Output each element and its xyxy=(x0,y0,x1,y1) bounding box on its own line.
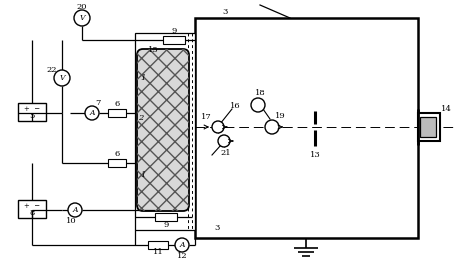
Circle shape xyxy=(74,10,90,26)
Bar xyxy=(148,241,168,249)
Bar xyxy=(195,18,418,238)
Bar xyxy=(108,159,126,167)
Text: 1: 1 xyxy=(140,171,146,179)
Text: 1: 1 xyxy=(140,74,146,82)
Text: V: V xyxy=(59,74,65,82)
Circle shape xyxy=(68,203,82,217)
Text: A: A xyxy=(179,241,185,249)
Text: 15: 15 xyxy=(147,46,158,54)
Text: 9: 9 xyxy=(171,27,177,35)
Text: 6: 6 xyxy=(114,150,119,158)
Text: 2: 2 xyxy=(138,114,144,122)
Text: +  −: + − xyxy=(24,202,40,210)
Text: 22: 22 xyxy=(47,66,57,74)
Text: 6: 6 xyxy=(114,100,119,108)
Text: 11: 11 xyxy=(153,248,164,256)
Text: 19: 19 xyxy=(274,112,285,120)
Text: 3: 3 xyxy=(222,8,228,16)
Text: 16: 16 xyxy=(230,102,240,110)
Text: 18: 18 xyxy=(255,89,265,97)
Text: 9: 9 xyxy=(164,221,169,229)
Bar xyxy=(155,213,177,221)
Bar xyxy=(418,113,440,141)
Bar xyxy=(18,103,46,121)
Circle shape xyxy=(212,121,224,133)
Circle shape xyxy=(85,106,99,120)
Text: 10: 10 xyxy=(66,217,76,225)
Text: A: A xyxy=(72,206,78,214)
Bar xyxy=(18,200,46,218)
Text: 12: 12 xyxy=(177,252,187,260)
Bar xyxy=(420,117,436,137)
Text: 20: 20 xyxy=(77,3,87,11)
Text: +  −: + − xyxy=(24,105,40,113)
Text: 13: 13 xyxy=(310,151,320,159)
Text: 21: 21 xyxy=(221,149,231,157)
Bar xyxy=(108,109,126,117)
Circle shape xyxy=(175,238,189,252)
Text: 17: 17 xyxy=(201,113,211,121)
Circle shape xyxy=(251,98,265,112)
FancyBboxPatch shape xyxy=(137,49,189,211)
Bar xyxy=(163,36,185,44)
Text: A: A xyxy=(89,109,95,117)
Circle shape xyxy=(218,135,230,147)
Text: 3: 3 xyxy=(214,224,219,232)
Circle shape xyxy=(54,70,70,86)
Bar xyxy=(135,33,195,230)
Text: 8: 8 xyxy=(29,209,35,217)
Text: V: V xyxy=(79,14,85,22)
Text: 7: 7 xyxy=(95,99,100,107)
Text: 14: 14 xyxy=(440,105,451,113)
Text: 5: 5 xyxy=(29,112,35,120)
Circle shape xyxy=(265,120,279,134)
